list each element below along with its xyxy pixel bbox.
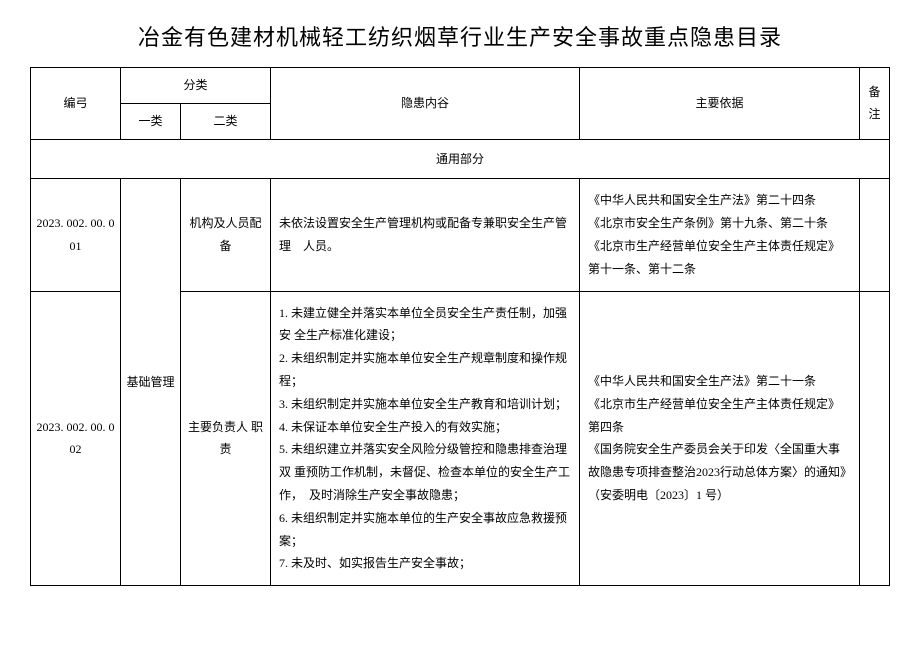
- header-cat1: 一类: [121, 103, 181, 139]
- table-row: 2023. 002. 00. 001 基础管理 机构及人员配备 未依法设置安全生…: [31, 179, 890, 291]
- cell-note: [860, 179, 890, 291]
- cell-id: 2023. 002. 00. 002: [31, 291, 121, 586]
- cell-note: [860, 291, 890, 586]
- cell-content: 未依法设置安全生产管理机构或配备专兼职安全生产管理 人员。: [271, 179, 580, 291]
- cell-content: 1. 未建立健全并落实本单位全员安全生产责任制，加强安 全生产标准化建设；2. …: [271, 291, 580, 586]
- cell-cat2: 主要负责人 职责: [181, 291, 271, 586]
- page-title: 冶金有色建材机械轻工纺织烟草行业生产安全事故重点隐患目录: [30, 20, 890, 52]
- cell-cat2: 机构及人员配备: [181, 179, 271, 291]
- cell-cat1: 基础管理: [121, 179, 181, 586]
- header-basis: 主要依据: [580, 68, 860, 140]
- header-content: 隐患内谷: [271, 68, 580, 140]
- header-note: 备注: [860, 68, 890, 140]
- header-category: 分类: [121, 68, 271, 104]
- cell-basis: 《中华人民共和国安全生产法》第二十四条《北京市安全生产条例》第十九条、第二十条《…: [580, 179, 860, 291]
- header-cat2: 二类: [181, 103, 271, 139]
- cell-id: 2023. 002. 00. 001: [31, 179, 121, 291]
- section-header: 通用部分: [31, 139, 890, 179]
- hazard-table: 编弓 分类 隐患内谷 主要依据 备注 一类 二类 通用部分 2023. 002.…: [30, 67, 890, 586]
- header-id: 编弓: [31, 68, 121, 140]
- cell-basis: 《中华人民共和国安全生产法》第二十一条《北京市生产经营单位安全生产主体责任规定》…: [580, 291, 860, 586]
